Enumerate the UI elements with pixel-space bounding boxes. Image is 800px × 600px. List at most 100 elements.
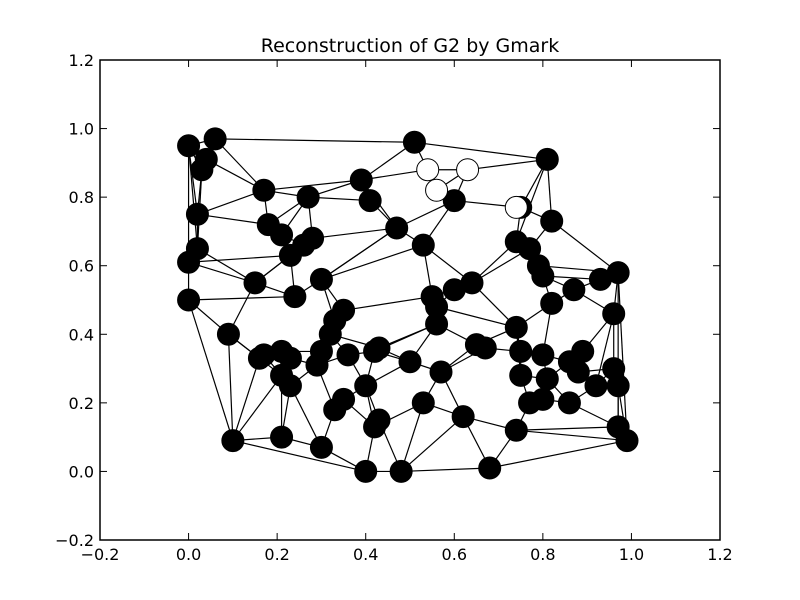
y-tick-label: −0.2 (55, 531, 94, 550)
graph-node (606, 261, 630, 285)
graph-node (535, 367, 559, 391)
y-tick-label: 0.8 (69, 188, 94, 207)
x-tick-label: 0.6 (442, 545, 467, 564)
graph-edge (436, 306, 517, 329)
graph-node (367, 336, 391, 360)
chart-title: Reconstruction of G2 by Gmark (261, 35, 559, 57)
x-tick-label: 0.0 (176, 545, 201, 564)
graph-node (615, 429, 639, 453)
graph-node (389, 459, 413, 483)
graph-node (283, 285, 307, 309)
graph-edge (516, 426, 619, 431)
graph-node (203, 127, 227, 151)
graph-node (323, 398, 347, 422)
graph-node-hollow (456, 158, 480, 182)
graph-node (216, 322, 240, 346)
graph-node (354, 374, 378, 398)
y-tick-label: 0.6 (69, 257, 94, 276)
graph-node (243, 271, 267, 295)
x-tick-label: 1.0 (619, 545, 644, 564)
graph-edge (467, 158, 548, 171)
graph-node (190, 158, 214, 182)
graph-edge (595, 313, 615, 386)
graph-node (509, 363, 533, 387)
y-tick-label: 0.2 (69, 394, 94, 413)
graph-node (398, 350, 422, 374)
graph-node (185, 202, 209, 226)
graph-edge (321, 244, 424, 280)
x-tick-label: −0.2 (81, 545, 120, 564)
graph-node (531, 343, 555, 367)
graph-node (402, 130, 426, 154)
graph-node (278, 374, 302, 398)
graph-node (177, 134, 201, 158)
node-layer (177, 127, 639, 483)
graph-node (442, 189, 466, 213)
graph-edge (401, 467, 490, 473)
graph-node (531, 387, 555, 411)
graph-node (535, 147, 559, 171)
graph-node (504, 418, 528, 442)
graph-edge (515, 159, 548, 242)
graph-node (584, 374, 608, 398)
graph-node (177, 288, 201, 312)
x-tick-label: 1.2 (707, 545, 732, 564)
graph-node (305, 353, 329, 377)
graph-node (177, 250, 201, 274)
graph-edge (414, 141, 548, 161)
graph-edge (197, 189, 265, 215)
graph-edge (516, 429, 628, 442)
y-tick-label: 1.2 (69, 51, 94, 70)
graph-edge (263, 179, 362, 191)
graph-edge (188, 254, 291, 263)
y-tick-label: 1.0 (69, 120, 94, 139)
graph-node (296, 185, 320, 209)
graph-node (425, 312, 449, 336)
graph-node (606, 374, 630, 398)
graph-node (354, 459, 378, 483)
graph-node (411, 233, 435, 257)
graph-node (540, 291, 564, 315)
graph-node (531, 264, 555, 288)
y-tick-label: 0.0 (69, 462, 94, 481)
graph-edge (197, 213, 269, 226)
graph-edge (232, 358, 260, 441)
graph-edge (343, 295, 433, 311)
graph-edge (214, 138, 265, 191)
graph-node (336, 343, 360, 367)
graph-node (557, 391, 581, 415)
y-axis: −0.2 0.0 0.2 0.4 0.6 0.8 1.0 1.2 (55, 51, 720, 550)
graph-node (478, 456, 502, 480)
graph-node (562, 278, 586, 302)
graph-node (602, 302, 626, 326)
graph-edge (188, 295, 295, 301)
graph-node (247, 346, 271, 370)
graph-node (473, 336, 497, 360)
graph-node-hollow (504, 195, 528, 219)
graph-node (221, 429, 245, 453)
graph-node (358, 189, 382, 213)
graph-node (278, 243, 302, 267)
graph-edge (489, 439, 628, 469)
graph-node (270, 425, 294, 449)
graph-node (451, 405, 475, 429)
graph-edge (617, 272, 628, 441)
graph-node (270, 223, 294, 247)
graph-node (566, 360, 590, 384)
x-tick-label: 0.4 (353, 545, 378, 564)
graph-edge (187, 145, 199, 215)
graph-edge (400, 416, 464, 472)
x-tick-label: 0.8 (530, 545, 555, 564)
graph-node (509, 339, 533, 363)
graph-edge (312, 227, 397, 239)
graph-node (385, 216, 409, 240)
graph-edge (551, 220, 619, 274)
graph-node-hollow (416, 158, 440, 182)
graph-edge (232, 375, 283, 441)
graph-node-hollow (425, 178, 449, 202)
graph-node (252, 178, 276, 202)
graph-node (540, 209, 564, 233)
y-tick-label: 0.4 (69, 325, 94, 344)
